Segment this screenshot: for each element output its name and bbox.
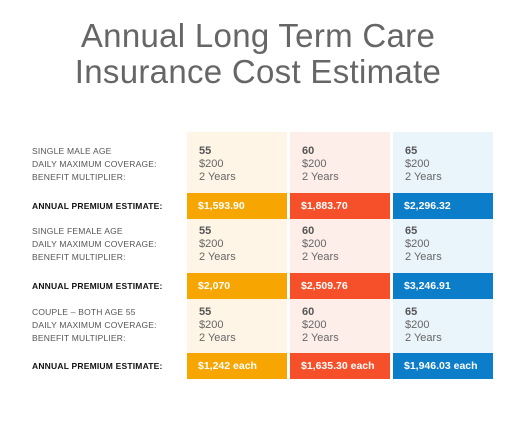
premium-value: $1,635.30 each bbox=[290, 353, 390, 379]
age-value: 55 bbox=[199, 306, 212, 318]
multiplier-value: 2 Years bbox=[405, 332, 442, 344]
page-title: Annual Long Term Care Insurance Cost Est… bbox=[0, 18, 516, 90]
section-labels-single-male: SINGLE MALE AGE DAILY MAXIMUM COVERAGE: … bbox=[32, 145, 182, 184]
premium-label: ANNUAL PREMIUM ESTIMATE: bbox=[32, 281, 163, 291]
multiplier-value: 2 Years bbox=[302, 332, 339, 344]
multiplier-value: 2 Years bbox=[405, 251, 442, 263]
premium-value: $1,946.03 each bbox=[393, 353, 493, 379]
premium-value: $1,593.90 bbox=[187, 193, 287, 219]
multiplier-value: 2 Years bbox=[199, 171, 236, 183]
value-cell: 55 $200 2 Years bbox=[187, 306, 287, 345]
age-value: 60 bbox=[302, 225, 315, 237]
value-cell: 60 $200 2 Years bbox=[290, 145, 390, 184]
age-value: 65 bbox=[405, 225, 418, 237]
premium-label: ANNUAL PREMIUM ESTIMATE: bbox=[32, 201, 163, 211]
column-background-65 bbox=[393, 132, 493, 378]
premium-value: $3,246.91 bbox=[393, 273, 493, 299]
premium-value: $1,242 each bbox=[187, 353, 287, 379]
value-cell: 65 $200 2 Years bbox=[393, 145, 493, 184]
coverage-value: $200 bbox=[405, 158, 430, 170]
row-label-coverage: DAILY MAXIMUM COVERAGE: bbox=[32, 159, 157, 169]
value-cell: 60 $200 2 Years bbox=[290, 306, 390, 345]
multiplier-value: 2 Years bbox=[199, 251, 236, 263]
title-line-2: Insurance Cost Estimate bbox=[74, 53, 442, 90]
row-label-age: SINGLE MALE AGE bbox=[32, 146, 112, 156]
multiplier-value: 2 Years bbox=[302, 251, 339, 263]
age-value: 55 bbox=[199, 145, 212, 157]
section-labels-single-female: SINGLE FEMALE AGE DAILY MAXIMUM COVERAGE… bbox=[32, 225, 182, 264]
value-cell: 65 $200 2 Years bbox=[393, 306, 493, 345]
coverage-value: $200 bbox=[199, 158, 224, 170]
row-label-multiplier: BENEFIT MULTIPLIER: bbox=[32, 252, 126, 262]
column-background-60 bbox=[290, 132, 390, 378]
row-label-age: COUPLE – BOTH AGE 55 bbox=[32, 307, 136, 317]
coverage-value: $200 bbox=[405, 319, 430, 331]
premium-value: $1,883.70 bbox=[290, 193, 390, 219]
multiplier-value: 2 Years bbox=[199, 332, 236, 344]
value-cell: 60 $200 2 Years bbox=[290, 225, 390, 264]
premium-value: $2,070 bbox=[187, 273, 287, 299]
coverage-value: $200 bbox=[199, 319, 224, 331]
coverage-value: $200 bbox=[405, 238, 430, 250]
section-labels-couple: COUPLE – BOTH AGE 55 DAILY MAXIMUM COVER… bbox=[32, 306, 182, 345]
multiplier-value: 2 Years bbox=[405, 171, 442, 183]
row-label-coverage: DAILY MAXIMUM COVERAGE: bbox=[32, 239, 157, 249]
row-label-age: SINGLE FEMALE AGE bbox=[32, 226, 123, 236]
premium-value: $2,296.32 bbox=[393, 193, 493, 219]
age-value: 60 bbox=[302, 145, 315, 157]
coverage-value: $200 bbox=[302, 238, 327, 250]
coverage-value: $200 bbox=[302, 158, 327, 170]
title-line-1: Annual Long Term Care bbox=[80, 17, 436, 54]
age-value: 55 bbox=[199, 225, 212, 237]
coverage-value: $200 bbox=[302, 319, 327, 331]
coverage-value: $200 bbox=[199, 238, 224, 250]
row-label-coverage: DAILY MAXIMUM COVERAGE: bbox=[32, 320, 157, 330]
premium-value: $2,509.76 bbox=[290, 273, 390, 299]
age-value: 65 bbox=[405, 306, 418, 318]
age-value: 60 bbox=[302, 306, 315, 318]
age-value: 65 bbox=[405, 145, 418, 157]
row-label-multiplier: BENEFIT MULTIPLIER: bbox=[32, 333, 126, 343]
value-cell: 65 $200 2 Years bbox=[393, 225, 493, 264]
value-cell: 55 $200 2 Years bbox=[187, 225, 287, 264]
column-background-55 bbox=[187, 132, 287, 378]
premium-label: ANNUAL PREMIUM ESTIMATE: bbox=[32, 361, 163, 371]
value-cell: 55 $200 2 Years bbox=[187, 145, 287, 184]
multiplier-value: 2 Years bbox=[302, 171, 339, 183]
row-label-multiplier: BENEFIT MULTIPLIER: bbox=[32, 172, 126, 182]
